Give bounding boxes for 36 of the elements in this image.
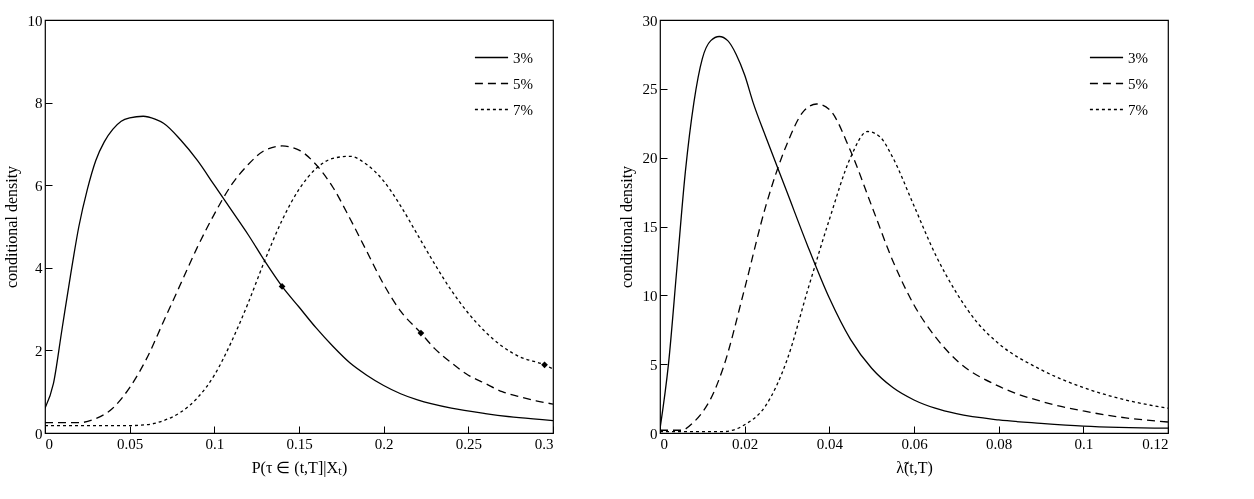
y-tick-label: 8 (35, 95, 43, 112)
y-tick-label: 25 (642, 81, 658, 98)
legend-label: 7% (1128, 101, 1148, 118)
y-tick-label: 5 (650, 356, 658, 373)
y-axis-title: conditional density (2, 165, 21, 289)
x-tick-label: 0.15 (286, 435, 313, 452)
x-tick-label: 0.04 (816, 435, 844, 452)
point (541, 361, 548, 369)
y-axis-title: conditional density (617, 165, 636, 289)
point (417, 329, 425, 337)
y-tick-label: 4 (35, 260, 43, 277)
x-tick-label: 0.25 (455, 435, 482, 452)
y-tick-label: 30 (642, 12, 658, 29)
x-tick-label: 0.12 (1142, 435, 1169, 452)
legend-label: 5% (1128, 75, 1148, 92)
x-axis-title: λ̃(t,T) (896, 458, 933, 477)
y-tick-label: 10 (27, 12, 43, 29)
x-tick-label: 0.1 (205, 435, 225, 452)
y-tick-label: 15 (642, 219, 658, 235)
x-tick-label: 0.08 (986, 435, 1013, 452)
y-tick-label: 20 (642, 150, 658, 167)
x-tick-label: 0.05 (117, 435, 144, 452)
x-tick-label: 0.1 (1074, 435, 1094, 452)
x-tick-label: 0.06 (901, 435, 929, 452)
x-axis-title: P(τ ∈ (t,T]|Xₜ) (251, 458, 348, 477)
legend-label: 7% (513, 101, 533, 118)
x-tick-label: 0.02 (732, 435, 759, 452)
point (278, 283, 286, 290)
y-tick-label: 6 (35, 177, 43, 194)
legend-label: 5% (513, 75, 533, 92)
x-tick-label: 0.3 (534, 435, 554, 452)
legend-label: 3% (513, 49, 533, 66)
x-tick-label: 0.2 (374, 435, 394, 452)
legend-label: 3% (1128, 49, 1148, 66)
y-tick-label: 2 (35, 342, 43, 359)
y-tick-label: 10 (642, 287, 658, 304)
